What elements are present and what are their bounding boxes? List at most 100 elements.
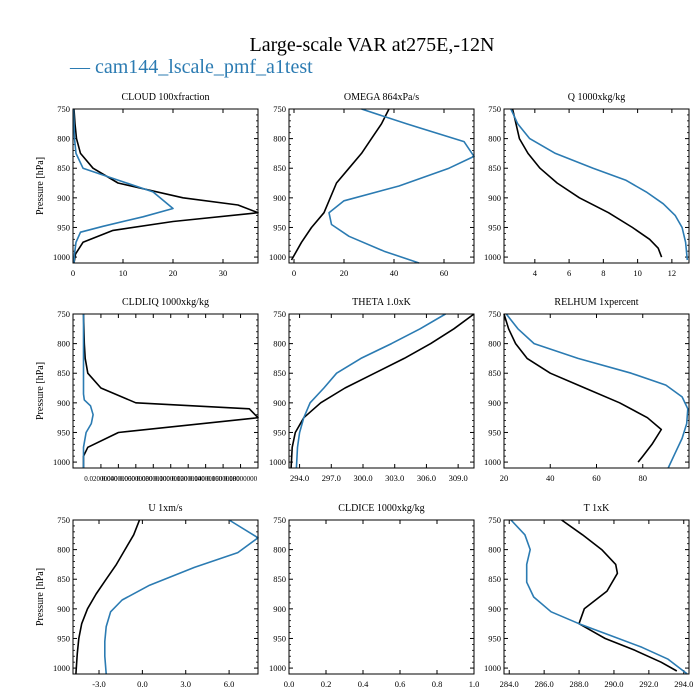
panel-title: T 1xK <box>584 503 610 514</box>
x-tick-label: 30 <box>219 268 228 278</box>
series-line-black <box>82 313 259 468</box>
y-tick-label: 950 <box>488 427 501 437</box>
y-tick-label: 1000 <box>269 663 286 673</box>
x-tick-label: 60 <box>440 268 449 278</box>
x-tick-label: 0.12000000 <box>172 475 206 483</box>
x-tick-label: 10 <box>633 268 642 278</box>
x-tick-label: 20 <box>340 268 349 278</box>
y-tick-label: 850 <box>57 574 70 584</box>
y-tick-label: 1000 <box>269 252 286 262</box>
x-tick-label: 10 <box>119 268 128 278</box>
y-tick-label: 900 <box>57 193 70 203</box>
x-tick-label: 0.14000000 <box>189 475 223 483</box>
y-tick-label: 850 <box>488 163 501 173</box>
x-tick-label: 6.0 <box>224 679 235 689</box>
series-line-black <box>75 519 141 675</box>
panel-title: CLDICE 1000xkg/kg <box>338 503 424 514</box>
x-tick-label: 0 <box>292 268 296 278</box>
x-tick-label: 309.0 <box>449 473 468 483</box>
y-tick-label: 800 <box>488 545 501 555</box>
series-line-black <box>290 108 390 261</box>
y-tick-label: 950 <box>488 633 501 643</box>
plot-frame <box>288 519 475 675</box>
y-tick-label: 1000 <box>269 457 286 467</box>
x-tick-label: 0.10000000 <box>154 475 188 483</box>
x-tick-label: 297.0 <box>322 473 341 483</box>
y-tick-label: 900 <box>273 193 286 203</box>
plot-frame <box>288 313 475 469</box>
x-tick-label: 0.04000000 <box>102 475 136 483</box>
y-tick-label: 1000 <box>484 457 501 467</box>
panel-title: CLDLIQ 1000xkg/kg <box>122 297 209 308</box>
x-tick-label: 294.0 <box>674 679 693 689</box>
x-tick-label: 0 <box>71 268 75 278</box>
x-tick-label: 20 <box>500 473 509 483</box>
x-tick-label: 0.6 <box>395 679 406 689</box>
y-tick-label: 900 <box>57 604 70 614</box>
y-tick-label: 750 <box>488 309 501 319</box>
x-tick-label: 12 <box>668 268 677 278</box>
x-tick-label: 0.2 <box>321 679 332 689</box>
y-tick-label: 800 <box>273 545 286 555</box>
y-tick-label: 900 <box>488 193 501 203</box>
series-line-black <box>503 313 663 463</box>
x-tick-label: 0.4 <box>358 679 369 689</box>
y-tick-label: 950 <box>57 427 70 437</box>
y-axis-label: Pressure [hPa] <box>35 568 46 626</box>
x-tick-label: 290.0 <box>604 679 623 689</box>
panel-title: OMEGA 864xPa/s <box>344 92 419 103</box>
x-tick-label: 0.0 <box>137 679 148 689</box>
x-tick-label: 0.8 <box>432 679 443 689</box>
y-tick-label: 1000 <box>53 457 70 467</box>
x-tick-label: 3.0 <box>180 679 191 689</box>
figure-title: Large-scale VAR at275E,-12N <box>249 34 495 56</box>
x-tick-label: 6 <box>567 268 571 278</box>
y-tick-label: 750 <box>57 515 70 525</box>
y-tick-label: 950 <box>273 427 286 437</box>
x-tick-label: 0.16000000 <box>206 475 240 483</box>
y-tick-label: 1000 <box>53 252 70 262</box>
series-line-black <box>290 313 475 469</box>
series-line-black <box>561 519 678 672</box>
x-tick-label: 288.0 <box>569 679 588 689</box>
y-tick-label: 800 <box>488 134 501 144</box>
plot-frame <box>72 519 259 675</box>
series-line-blue <box>510 108 689 261</box>
y-axis-label: Pressure [hPa] <box>35 157 46 215</box>
series-line-blue <box>82 314 94 468</box>
y-tick-label: 800 <box>488 339 501 349</box>
y-tick-label: 1000 <box>484 252 501 262</box>
y-tick-label: 850 <box>488 574 501 584</box>
x-tick-label: 284.0 <box>500 679 519 689</box>
x-tick-label: 286.0 <box>535 679 554 689</box>
x-tick-label: 0.06000000 <box>119 475 153 483</box>
series-line-blue <box>328 108 475 264</box>
y-axis-label: Pressure [hPa] <box>35 362 46 420</box>
y-tick-label: 950 <box>488 222 501 232</box>
y-tick-label: 750 <box>273 104 286 114</box>
x-tick-label: 294.0 <box>290 473 309 483</box>
y-tick-label: 750 <box>488 515 501 525</box>
x-tick-label: 300.0 <box>353 473 372 483</box>
series-line-blue <box>295 313 446 469</box>
plot-frame <box>72 313 259 469</box>
y-tick-label: 750 <box>273 309 286 319</box>
x-tick-label: 40 <box>390 268 399 278</box>
x-tick-label: 80 <box>639 473 648 483</box>
plot-frame <box>503 108 690 264</box>
y-tick-label: 950 <box>57 633 70 643</box>
y-tick-label: 750 <box>57 104 70 114</box>
x-tick-label: 60 <box>592 473 601 483</box>
y-tick-label: 750 <box>57 309 70 319</box>
series-line-blue <box>104 519 259 675</box>
x-tick-label: 40 <box>546 473 555 483</box>
x-tick-label: 8 <box>601 268 605 278</box>
y-tick-label: 750 <box>273 515 286 525</box>
y-tick-label: 850 <box>488 368 501 378</box>
y-tick-label: 750 <box>488 104 501 114</box>
y-tick-label: 950 <box>57 222 70 232</box>
series-line-black <box>73 108 259 264</box>
series-line-black <box>511 108 663 258</box>
y-tick-label: 950 <box>273 633 286 643</box>
x-tick-label: 0.08000000 <box>137 475 171 483</box>
